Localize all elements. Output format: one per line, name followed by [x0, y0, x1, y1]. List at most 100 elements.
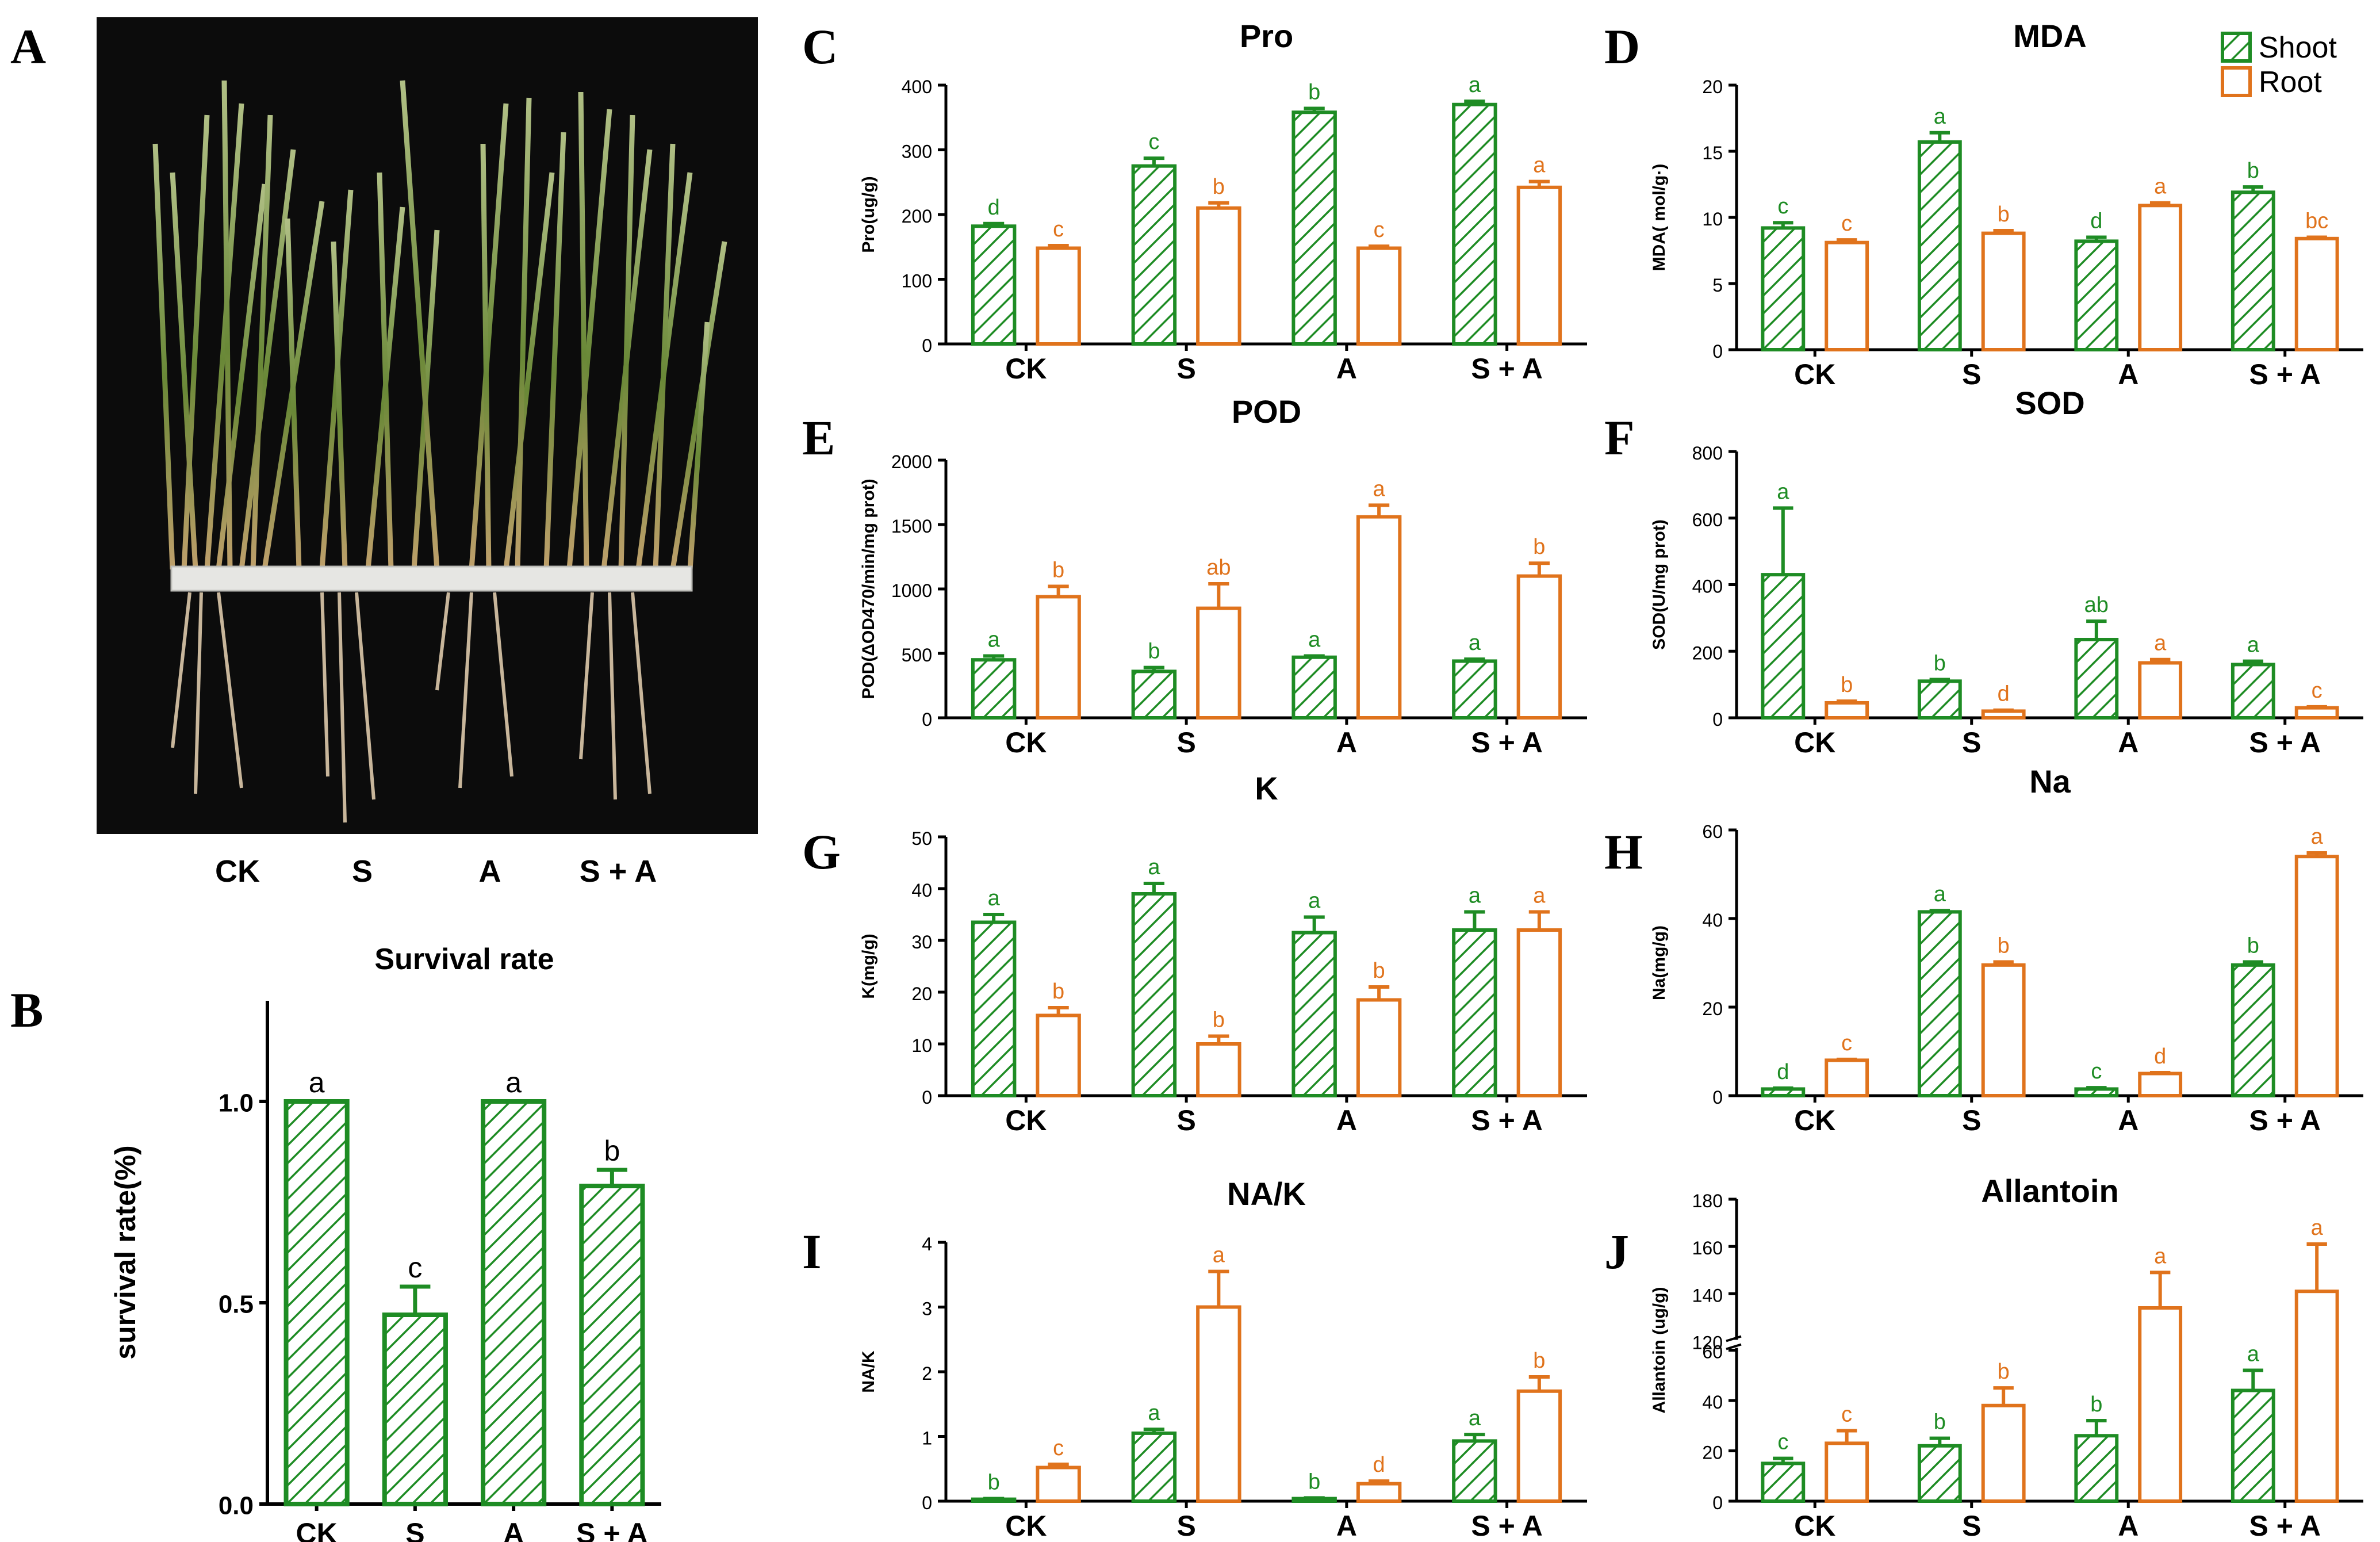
significance-letter-d: a [2154, 175, 2167, 199]
shoot-bar-g [971, 920, 1017, 1097]
y-tick-label-f: 600 [1692, 510, 1723, 530]
y-tick-label-upper-j: 120 [1692, 1333, 1723, 1353]
significance-letter-f: a [2154, 632, 2167, 656]
y-tick-label-upper-j: 160 [1692, 1238, 1723, 1258]
photo-label-ck: CK [215, 854, 260, 889]
shoot-bar-f [2074, 637, 2119, 720]
panel-letter-h: H [1604, 824, 1643, 879]
x-tick-label-f: S + A [2249, 726, 2321, 759]
panel-letter-g: G [802, 824, 841, 879]
significance-letter-f: d [1998, 682, 2010, 706]
root-bar-d [1825, 240, 1869, 352]
significance-letter-b: b [604, 1135, 620, 1167]
x-tick-label-i: A [1336, 1510, 1357, 1542]
y-tick-label-g: 30 [911, 932, 932, 952]
shoot-bar-d [2230, 190, 2275, 351]
significance-letter-c: c [1053, 217, 1064, 242]
y-axis-label-c: Pro(ug/g) [859, 176, 878, 252]
significance-letter-i: a [1469, 1406, 1481, 1430]
y-tick-label-h: 60 [1702, 821, 1723, 842]
root-bar-g [1036, 1013, 1081, 1097]
shoot-bar-j [2230, 1388, 2275, 1503]
root-bar-c [1036, 246, 1081, 346]
x-tick-label-e: S [1176, 726, 1195, 759]
x-tick-label-j: S [1962, 1510, 1981, 1542]
y-axis-label-j: Allantoin (ug/g) [1650, 1287, 1669, 1414]
significance-letter-e: a [1469, 631, 1481, 655]
significance-letter-d: b [2247, 159, 2259, 183]
y-axis-label-b: survival rate(%) [109, 1145, 141, 1359]
significance-letter-i: b [1308, 1470, 1320, 1494]
shoot-bar-e [1131, 669, 1177, 720]
chart-panel-e: POD POD(ΔOD470/min/mg prot) 0 500 1000 1500 20… [859, 393, 1587, 759]
x-tick-label-j: CK [1794, 1510, 1835, 1542]
legend-shoot-label: Shoot [2259, 31, 2337, 64]
y-tick-label-f: 800 [1692, 443, 1723, 464]
x-tick-label-g: S + A [1471, 1104, 1543, 1137]
chart-panel-d: MDA MDA( mol/g·) 0 5 10 15 20 CK c c Sa b Ad a S + A b b… [1650, 18, 2363, 391]
root-bar-j [1825, 1441, 1869, 1503]
y-tick-label-e: 0 [922, 709, 932, 730]
significance-letter-j: a [2311, 1216, 2324, 1240]
shoot-bar-e [971, 658, 1017, 720]
significance-letter-j: c [1777, 1430, 1788, 1455]
y-tick-label-c: 300 [902, 141, 932, 162]
panel-letter-b: B [10, 982, 43, 1038]
shoot-bar-d [1917, 140, 1962, 351]
panel-letter-d: D [1604, 19, 1640, 74]
shoot-bar-c [1291, 110, 1337, 346]
root-bar-c [1516, 185, 1562, 346]
chart-title-j: Allantoin [1981, 1173, 2119, 1209]
significance-letter-d: c [1841, 212, 1852, 236]
x-tick-label-i: S [1176, 1510, 1195, 1542]
shoot-bar-h [1761, 1087, 1806, 1097]
x-tick-label-c: S + A [1471, 353, 1543, 385]
significance-letter-e: a [1308, 627, 1321, 652]
root-bar-i [1516, 1389, 1562, 1503]
significance-letter-c: b [1213, 175, 1225, 199]
chart-title-b: Survival rate [374, 943, 554, 976]
root-bar-g [1516, 928, 1562, 1097]
root-bar-f [2294, 706, 2339, 720]
significance-letter-e: ab [1206, 556, 1231, 580]
significance-letter-b: c [408, 1252, 422, 1284]
root-bar-e [1196, 606, 1241, 720]
y-tick-label-f: 400 [1692, 576, 1723, 597]
y-axis-label-i: NA/K [859, 1350, 878, 1393]
root-bar-e [1356, 515, 1402, 720]
x-tick-label-f: CK [1794, 726, 1835, 759]
y-tick-label-lower-j: 60 [1702, 1342, 1723, 1363]
x-tick-label-h: A [2118, 1104, 2138, 1137]
photo-label-s: S [352, 854, 373, 889]
significance-letter-b: a [505, 1066, 522, 1099]
y-tick-label-b: 0.5 [219, 1291, 254, 1319]
panel-letter-c: C [802, 19, 838, 74]
y-tick-label-lower-j: 40 [1702, 1392, 1723, 1413]
shoot-bar-f [2230, 663, 2275, 720]
significance-letter-g: a [1469, 884, 1481, 908]
significance-letter-g: a [1308, 889, 1321, 913]
root-bar-j [1981, 1403, 2026, 1503]
significance-letter-i: b [988, 1471, 1000, 1495]
x-tick-label-j: A [2118, 1510, 2138, 1542]
significance-letter-f: b [1934, 651, 1946, 675]
root-bar-e [1036, 595, 1081, 720]
root-bar-g [1196, 1042, 1241, 1097]
shoot-bar-j [2074, 1434, 2119, 1503]
x-tick-label-g: CK [1005, 1104, 1047, 1137]
axis-break-mark-j [1726, 1343, 1742, 1350]
significance-letter-g: a [1148, 855, 1160, 879]
x-tick-label-g: A [1336, 1104, 1357, 1137]
significance-letter-e: b [1052, 558, 1064, 583]
significance-letter-h: b [1998, 933, 2010, 958]
chart-title-c: Pro [1240, 18, 1293, 54]
chart-panel-g: K K(mg/g) 0 10 20 30 40 50 CK a b Sa b Aa b S + A a a [859, 770, 1587, 1137]
x-tick-label-c: A [1336, 353, 1357, 385]
significance-letter-h: d [2154, 1044, 2166, 1069]
root-bar-i [1196, 1305, 1241, 1503]
significance-letter-e: a [1373, 477, 1386, 501]
x-tick-label-b: A [503, 1517, 524, 1542]
y-tick-label-g: 10 [911, 1035, 932, 1056]
